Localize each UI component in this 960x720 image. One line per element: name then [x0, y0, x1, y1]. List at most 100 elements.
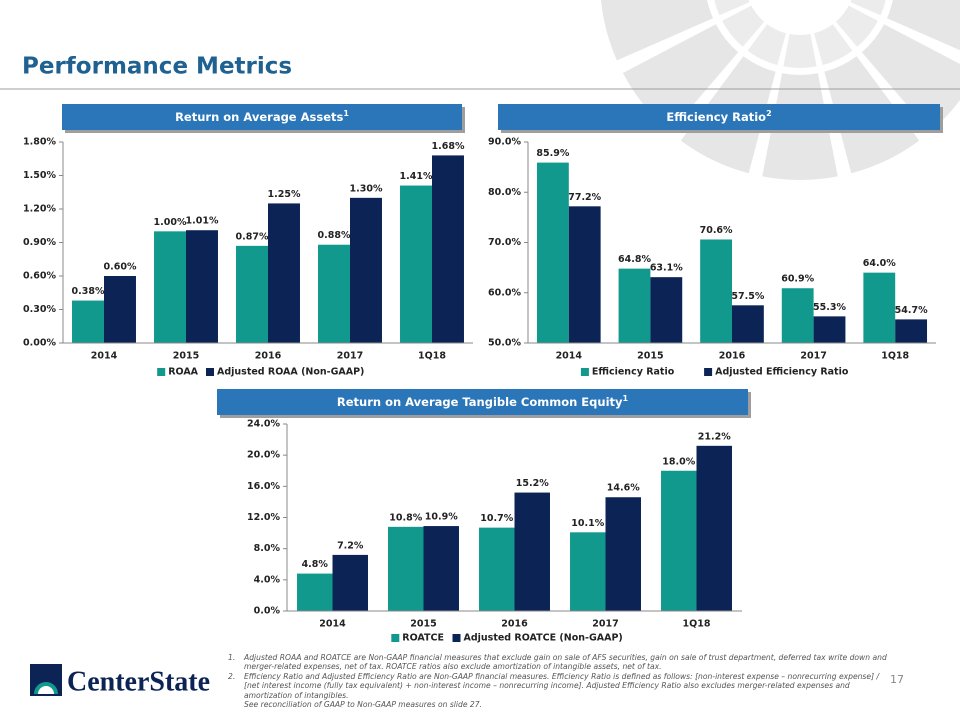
header-box — [498, 104, 940, 130]
footnote: See reconciliation of GAAP to Non-GAAP m… — [228, 700, 888, 709]
logo-arch-inner — [38, 686, 54, 694]
data-label: 70.6% — [700, 225, 733, 236]
data-label: 0.60% — [104, 262, 137, 273]
chart-title: Return on Average Assets1 — [175, 109, 349, 124]
y-tick-label: 80.0% — [488, 187, 521, 198]
deco-ring — [747, 24, 786, 66]
data-label: 0.87% — [236, 231, 269, 242]
bar — [863, 272, 896, 343]
x-tick-label: 2015 — [410, 619, 436, 630]
data-label: 18.0% — [662, 456, 695, 467]
x-tick-label: 2016 — [255, 351, 282, 362]
data-label: 54.7% — [895, 305, 928, 316]
chart-title-text: Efficiency Ratio — [666, 110, 766, 124]
bar — [72, 300, 104, 343]
bar — [268, 203, 300, 343]
y-tick-label: 8.0% — [254, 543, 281, 554]
chart-title: Efficiency Ratio2 — [666, 109, 771, 124]
bar — [332, 554, 368, 611]
y-tick-label: 0.90% — [23, 237, 56, 248]
legend-swatch — [452, 634, 461, 642]
slide-title: Performance Metrics — [22, 54, 292, 80]
bar — [813, 316, 846, 343]
bar — [895, 319, 928, 343]
header-box — [62, 104, 462, 130]
deco-ring — [835, 5, 878, 47]
logo: CenterState — [30, 664, 210, 697]
data-label: 60.9% — [781, 274, 814, 285]
bar — [696, 445, 732, 611]
footnote-marker: 1. — [228, 653, 236, 662]
x-tick-label: 1Q18 — [881, 351, 909, 362]
y-tick-label: 70.0% — [488, 237, 521, 248]
deco-ring — [814, 24, 853, 66]
data-label: 21.2% — [698, 431, 731, 442]
legend-swatch — [391, 634, 400, 642]
legend-label: Adjusted Efficiency Ratio — [715, 367, 849, 378]
legend-swatch — [580, 368, 589, 376]
data-label: 0.38% — [72, 286, 105, 297]
data-label: 4.8% — [302, 559, 329, 570]
data-label: 10.8% — [389, 512, 422, 523]
bar — [186, 230, 218, 343]
bar — [388, 526, 424, 611]
y-tick-label: 0.0% — [254, 606, 281, 617]
chart-title-sup: 1 — [623, 394, 629, 403]
data-label: 15.2% — [516, 478, 549, 489]
bar — [104, 276, 136, 343]
y-tick-label: 1.50% — [23, 170, 56, 181]
data-label: 10.9% — [425, 512, 458, 523]
chart-title-sup: 2 — [766, 109, 772, 118]
bar — [661, 470, 697, 611]
x-tick-label: 2014 — [556, 351, 583, 362]
bar — [514, 492, 550, 611]
chart-title: Return on Average Tangible Common Equity… — [337, 394, 629, 409]
data-label: 1.25% — [268, 189, 301, 200]
x-tick-label: 2016 — [501, 619, 528, 630]
legend-label: ROAA — [168, 367, 198, 378]
chart-title-text: Return on Average Assets — [175, 110, 343, 124]
x-tick-label: 1Q18 — [683, 619, 711, 630]
bar — [318, 244, 350, 343]
deco-wedge — [601, 0, 713, 61]
page-number: 17 — [890, 673, 904, 686]
x-tick-label: 2014 — [319, 619, 346, 630]
x-tick-label: 2017 — [800, 351, 826, 362]
y-tick-label: 90.0% — [488, 137, 521, 148]
deco-ring — [722, 5, 765, 47]
y-tick-label: 12.0% — [247, 512, 280, 523]
legend-label: Adjusted ROAA (Non-GAAP) — [217, 367, 364, 378]
bar — [650, 277, 683, 343]
y-tick-label: 0.30% — [23, 304, 56, 315]
data-label: 7.2% — [337, 540, 364, 551]
x-tick-label: 2015 — [173, 351, 199, 362]
y-tick-label: 24.0% — [247, 419, 280, 430]
y-tick-label: 50.0% — [488, 338, 521, 349]
data-label: 85.9% — [536, 148, 569, 159]
y-tick-label: 20.0% — [247, 450, 280, 461]
bar — [297, 573, 333, 611]
deco-wedge — [887, 0, 960, 51]
bar — [700, 239, 732, 343]
data-label: 64.8% — [618, 254, 651, 265]
legend-label: ROATCE — [402, 633, 444, 644]
data-label: 55.3% — [813, 302, 846, 313]
legend-swatch — [157, 368, 166, 376]
bar — [432, 155, 464, 343]
deco-ring — [714, 0, 750, 16]
deco-ring — [850, 0, 886, 16]
y-tick-label: 0.60% — [23, 271, 56, 282]
y-tick-label: 1.80% — [23, 137, 56, 148]
decoration — [601, 0, 960, 180]
data-label: 1.01% — [186, 216, 219, 227]
x-tick-label: 1Q18 — [418, 351, 446, 362]
bar — [568, 206, 601, 343]
data-label: 64.0% — [863, 258, 896, 269]
data-label: 1.41% — [400, 171, 433, 182]
footnote: 2. Efficiency Ratio and Adjusted Efficien… — [228, 672, 888, 700]
chart-title-sup: 1 — [343, 109, 349, 118]
y-tick-label: 60.0% — [488, 287, 521, 298]
bar — [570, 532, 606, 611]
data-label: 14.6% — [607, 483, 640, 494]
